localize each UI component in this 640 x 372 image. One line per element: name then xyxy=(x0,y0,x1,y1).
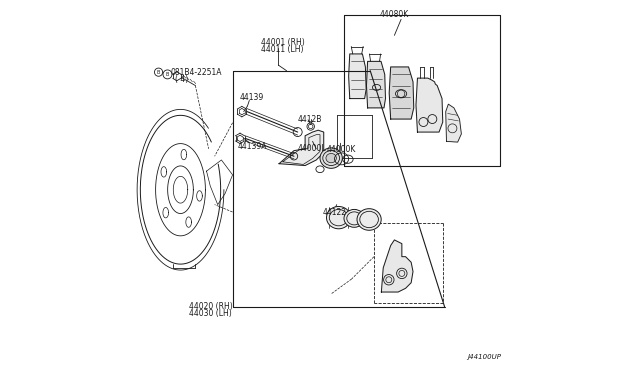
Text: J44100UP: J44100UP xyxy=(467,354,501,360)
Ellipse shape xyxy=(326,206,351,229)
Text: 44139A: 44139A xyxy=(237,142,267,151)
Polygon shape xyxy=(279,130,324,166)
Ellipse shape xyxy=(320,148,342,168)
Ellipse shape xyxy=(357,209,381,230)
Polygon shape xyxy=(349,54,366,99)
Text: 44030 (LH): 44030 (LH) xyxy=(189,310,232,318)
Text: 44000K: 44000K xyxy=(326,145,356,154)
Text: 44000L: 44000L xyxy=(298,144,326,153)
Text: B: B xyxy=(166,72,169,77)
Text: 44001 (RH): 44001 (RH) xyxy=(261,38,305,47)
Text: ( 4): ( 4) xyxy=(175,75,188,84)
Ellipse shape xyxy=(344,209,364,227)
Polygon shape xyxy=(381,240,413,292)
Polygon shape xyxy=(367,61,385,108)
Ellipse shape xyxy=(326,153,337,163)
Text: 44011 (LH): 44011 (LH) xyxy=(261,45,304,54)
Text: 44139: 44139 xyxy=(240,93,264,102)
Text: 44020 (RH): 44020 (RH) xyxy=(189,302,233,311)
Text: 081B4-2251A: 081B4-2251A xyxy=(170,68,222,77)
Text: 44122: 44122 xyxy=(323,208,347,217)
Text: 4412B: 4412B xyxy=(298,115,322,124)
Polygon shape xyxy=(416,78,443,132)
Polygon shape xyxy=(389,67,413,119)
Text: B: B xyxy=(157,70,160,75)
Text: 44080K: 44080K xyxy=(380,10,409,19)
Polygon shape xyxy=(445,104,461,142)
